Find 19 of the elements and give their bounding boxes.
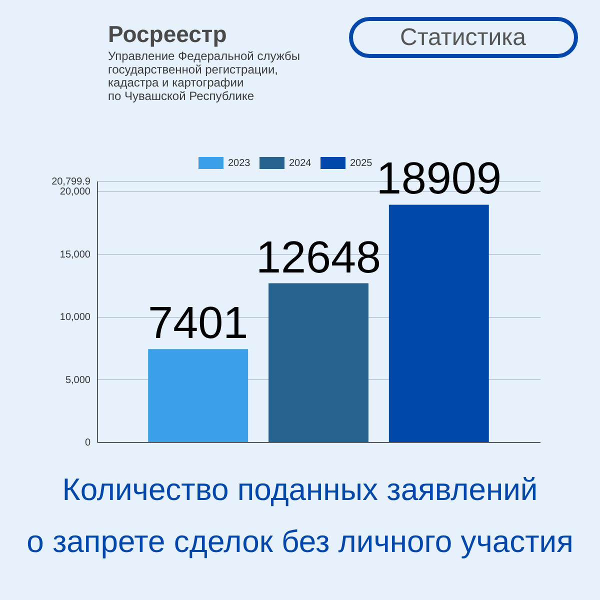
y-tick-label: 10,000 <box>60 312 91 324</box>
y-tick-label: 0 <box>84 438 91 448</box>
bar <box>388 204 489 442</box>
text: Росреестр <box>108 21 227 47</box>
bar <box>148 349 248 442</box>
text: Количество поданных заявлений о запрете сделок без личного участия <box>26 472 574 559</box>
legend-label: 2024 <box>289 158 312 169</box>
data-label: 18909 <box>376 152 502 204</box>
legend-label: 2025 <box>350 158 373 169</box>
y-tick-label: 15,000 <box>60 249 91 260</box>
bar <box>268 283 368 442</box>
y-tick-label: 5,000 <box>65 374 91 386</box>
data-label: 7401 <box>148 297 248 348</box>
text: Статистика <box>400 24 527 51</box>
text: Управление Федеральной службы государственной регистрации, кадастра и картографии по Чувашской Республике <box>108 49 300 103</box>
y-tick-label: 20,799.9 <box>52 176 91 188</box>
legend-label: 2023 <box>228 158 251 169</box>
data-label: 12648 <box>256 231 382 282</box>
y-tick-label: 20,000 <box>60 186 91 198</box>
